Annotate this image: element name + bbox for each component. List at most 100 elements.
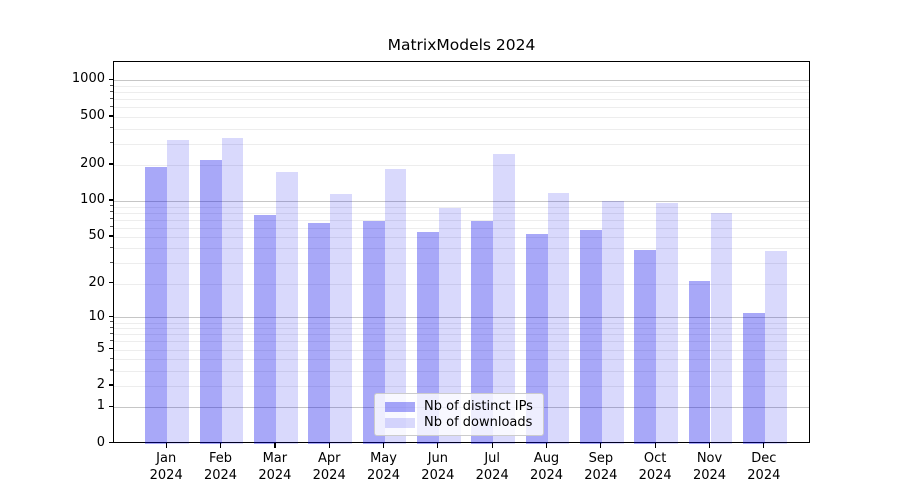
gridline-minor — [114, 328, 809, 330]
y-tick-mark-minor — [110, 246, 113, 249]
bar-downloads-may — [384, 168, 407, 444]
x-tick-label-jun: Jun 2024 — [421, 451, 455, 483]
y-tick-mark-minor — [110, 369, 113, 371]
bar-downloads-jun — [438, 207, 461, 444]
bar-downloads-mar — [275, 172, 298, 444]
legend-entry-downloads: Nb of downloads — [385, 415, 535, 430]
y-tick-mark — [108, 115, 113, 117]
bar-downloads-aug — [547, 193, 570, 444]
y-tick-mark-minor — [110, 127, 113, 129]
x-tick-label-mar: Mar 2024 — [258, 451, 292, 483]
bar-ips-mar — [254, 214, 276, 444]
x-tick-label-oct: Oct 2024 — [638, 451, 672, 483]
gridline-minor — [114, 92, 809, 94]
y-tick-mark-minor — [110, 211, 113, 213]
gridline-minor — [114, 143, 809, 145]
y-tick-mark-minor — [110, 326, 113, 328]
y-tick-mark — [108, 442, 113, 444]
x-tick-mark — [708, 443, 711, 448]
bars-layer — [114, 62, 809, 444]
x-tick-label-dec: Dec 2024 — [747, 451, 781, 483]
legend-swatch-distinct-ips — [385, 401, 415, 412]
x-tick-label-sep: Sep 2024 — [584, 451, 618, 483]
bar-ips-may — [362, 221, 385, 444]
bar-downloads-feb — [221, 138, 244, 444]
y-tick-mark-minor — [110, 332, 113, 335]
legend-label-downloads: Nb of downloads — [424, 415, 533, 430]
y-tick-mark — [108, 235, 113, 237]
x-tick-mark — [328, 443, 330, 448]
y-tick-mark-minor — [110, 84, 113, 86]
x-tick-label-apr: Apr 2024 — [312, 451, 346, 483]
legend: Nb of distinct IPs Nb of downloads — [374, 393, 544, 436]
y-tick-label-1000: 1000 — [71, 71, 105, 87]
legend-swatch-downloads — [385, 417, 415, 428]
gridline-minor — [114, 236, 809, 238]
y-tick-mark — [108, 316, 113, 318]
bar-ips-feb — [199, 160, 222, 444]
y-tick-label-20: 20 — [88, 274, 105, 290]
gridline-minor — [114, 283, 809, 285]
gridline-minor — [114, 206, 809, 208]
y-tick-label-50: 50 — [88, 227, 105, 243]
y-tick-mark-minor — [110, 205, 113, 207]
gridline-minor — [114, 349, 809, 351]
x-tick-label-nov: Nov 2024 — [692, 451, 727, 483]
x-tick-mark — [763, 443, 765, 448]
x-tick-label-feb: Feb 2024 — [203, 451, 238, 483]
y-tick-mark-minor — [110, 321, 113, 323]
y-tick-label-0: 0 — [96, 434, 105, 450]
y-tick-mark — [108, 405, 113, 407]
y-tick-mark — [108, 199, 113, 201]
x-tick-label-jul: Jul 2024 — [475, 451, 509, 483]
gridline-major — [114, 317, 809, 319]
bar-downloads-jul — [493, 153, 515, 444]
y-tick-mark-minor — [110, 105, 113, 108]
x-tick-mark — [491, 443, 493, 448]
bar-ips-jul — [471, 221, 494, 444]
y-tick-mark — [108, 347, 113, 350]
y-tick-label-10: 10 — [88, 308, 105, 324]
x-tick-mark — [545, 443, 548, 448]
gridline-minor — [114, 334, 809, 336]
x-tick-label-may: May 2024 — [366, 451, 401, 483]
x-tick-mark — [600, 443, 602, 448]
y-tick-label-100: 100 — [80, 192, 105, 208]
gridline-minor — [114, 370, 809, 372]
gridline-minor — [114, 322, 809, 324]
x-tick-mark — [437, 443, 439, 448]
legend-label-distinct-ips: Nb of distinct IPs — [424, 399, 533, 414]
chart-title: MatrixModels 2024 — [387, 36, 536, 54]
bar-downloads-nov — [710, 212, 733, 444]
y-tick-mark — [108, 78, 113, 81]
gridline-minor — [114, 86, 809, 88]
bar-ips-dec — [743, 313, 765, 444]
x-tick-label-jan: Jan 2024 — [149, 451, 183, 483]
bar-downloads-sep — [601, 201, 624, 444]
legend-entry-distinct-ips: Nb of distinct IPs — [385, 399, 535, 414]
gridline-minor — [114, 385, 809, 387]
gridline-minor — [114, 99, 809, 101]
x-tick-label-aug: Aug 2024 — [529, 451, 564, 483]
bar-ips-jun — [417, 232, 439, 444]
bar-ips-apr — [308, 223, 331, 444]
gridline-minor — [114, 341, 809, 343]
y-tick-mark-minor — [110, 261, 113, 263]
y-tick-label-1: 1 — [96, 398, 105, 414]
y-tick-mark — [108, 384, 113, 386]
gridline-minor — [114, 212, 809, 214]
y-tick-label-2: 2 — [96, 376, 105, 392]
x-tick-mark — [382, 443, 385, 448]
y-tick-mark-minor — [110, 90, 113, 92]
gridline-minor — [114, 359, 809, 361]
y-tick-label-200: 200 — [80, 155, 105, 171]
bar-ips-oct — [634, 249, 657, 444]
y-tick-mark-minor — [110, 218, 113, 220]
gridline-minor — [114, 248, 809, 250]
y-tick-mark-minor — [110, 142, 113, 144]
plot-area: Nb of distinct IPs Nb of downloads — [113, 61, 810, 444]
y-tick-mark-minor — [110, 357, 113, 359]
x-tick-mark — [654, 443, 656, 448]
gridline-major — [114, 79, 809, 82]
